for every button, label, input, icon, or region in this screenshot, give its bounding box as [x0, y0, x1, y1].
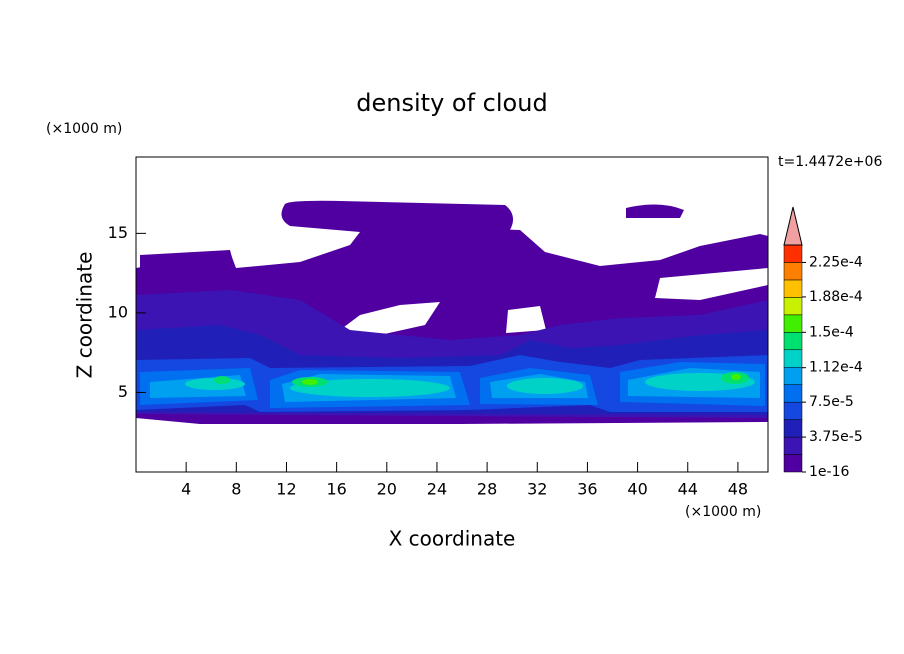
contour-region: [626, 204, 684, 218]
x-tick-label: 40: [627, 480, 647, 499]
colorbar-band: [783, 279, 803, 298]
y-tick-label: 10: [108, 302, 128, 321]
y-tick-label: 15: [108, 223, 128, 242]
contour-hole: [655, 268, 768, 300]
x-tick-label: 12: [276, 480, 296, 499]
colorbar-tick-label: 1.88e-4: [809, 289, 863, 305]
colorbar-band: [783, 349, 803, 368]
contour-field: [136, 200, 768, 424]
colorbar-band: [783, 332, 803, 351]
colorbar-band: [783, 436, 803, 455]
contour-hole: [506, 306, 546, 333]
x-tick-label: 4: [181, 480, 191, 499]
contour-region: [185, 378, 245, 390]
time-annotation: t=1.4472e+06: [778, 154, 882, 170]
colorbar-tick-label: 1.12e-4: [809, 360, 863, 376]
x-tick-label: 44: [678, 480, 698, 499]
colorbar-tick-label: 1.5e-4: [809, 324, 854, 340]
contour-region: [290, 379, 450, 397]
x-tick-label: 8: [231, 480, 241, 499]
y-tick-label: 5: [118, 382, 128, 401]
contour-region: [302, 379, 318, 385]
colorbar-band: [783, 314, 803, 333]
x-tick-label: 28: [477, 480, 497, 499]
colorbar-band: [783, 419, 803, 438]
x-tick-label: 20: [377, 480, 397, 499]
contour-region: [507, 378, 583, 394]
colorbar-band: [783, 244, 803, 263]
y-axis-title: Z coordinate: [73, 252, 97, 379]
x-tick-label: 36: [577, 480, 597, 499]
contour-region: [214, 376, 230, 384]
x-axis-title: X coordinate: [389, 527, 516, 551]
colorbar-tick-label: 7.5e-5: [809, 394, 854, 410]
colorbar-tick-label: 3.75e-5: [809, 429, 863, 445]
x-tick-label: 32: [527, 480, 547, 499]
colorbar-band: [783, 454, 803, 473]
colorbar-tick-label: 1e-16: [809, 464, 849, 480]
x-tick-label: 24: [427, 480, 447, 499]
colorbar-band: [783, 384, 803, 403]
chart-title: density of cloud: [356, 89, 547, 117]
contour-region: [731, 374, 741, 380]
colorbar-band: [783, 366, 803, 385]
x-tick-label: 48: [728, 480, 748, 499]
x-tick-label: 16: [326, 480, 346, 499]
colorbar-band: [783, 401, 803, 420]
colorbar-band: [783, 297, 803, 316]
colorbar-tick-label: 2.25e-4: [809, 254, 863, 270]
plot-frame: [135, 156, 769, 473]
contour-region: [281, 200, 514, 232]
x-unit: (×1000 m): [685, 504, 761, 520]
contour-region: [150, 368, 760, 402]
colorbar-band: [783, 262, 803, 281]
colorbar-extension: [783, 206, 803, 246]
y-unit: (×1000 m): [46, 121, 122, 137]
contour-region: [140, 250, 234, 288]
